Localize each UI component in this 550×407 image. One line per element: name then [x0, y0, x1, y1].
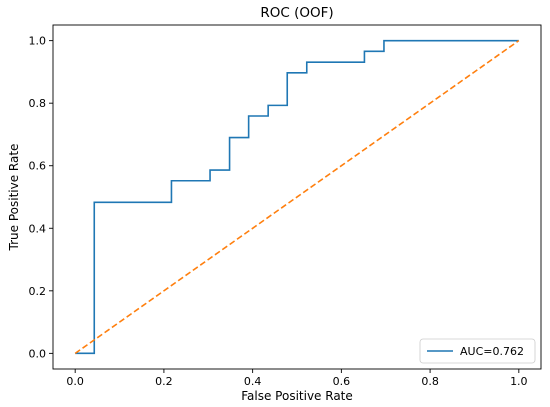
roc-curve-line — [75, 39, 519, 355]
y-tick-label: 0.8 — [29, 97, 47, 110]
y-tick-label: 0.4 — [29, 222, 47, 235]
legend: AUC=0.762 — [419, 338, 536, 364]
x-tick-label: 0.8 — [421, 375, 439, 388]
y-tick-label: 0.6 — [29, 160, 47, 173]
x-tick-label: 1.0 — [510, 375, 528, 388]
axes-frame — [52, 24, 542, 370]
y-tick-label: 1.0 — [29, 35, 47, 48]
x-tick-label: 0.4 — [244, 375, 262, 388]
y-tick-label: 0.2 — [29, 285, 47, 298]
y-tick-label: 0.0 — [29, 347, 47, 360]
legend-box — [419, 338, 536, 364]
legend-label: AUC=0.762 — [460, 345, 524, 358]
x-tick-label: 0.2 — [155, 375, 173, 388]
x-tick-label: 0.0 — [66, 375, 84, 388]
x-tick-label: 0.6 — [333, 375, 351, 388]
chart-title: ROC (OOF) — [260, 5, 333, 21]
y-axis-label: True Positive Rate — [7, 144, 21, 252]
series-group — [74, 39, 520, 355]
chance-diagonal-line — [74, 39, 520, 355]
plot-area: 0.0 0.2 0.4 0.6 0.8 1.0 0.0 0.2 0.4 0.6 0.8 1.0 — [29, 24, 542, 388]
x-axis-label: False Positive Rate — [241, 389, 353, 403]
